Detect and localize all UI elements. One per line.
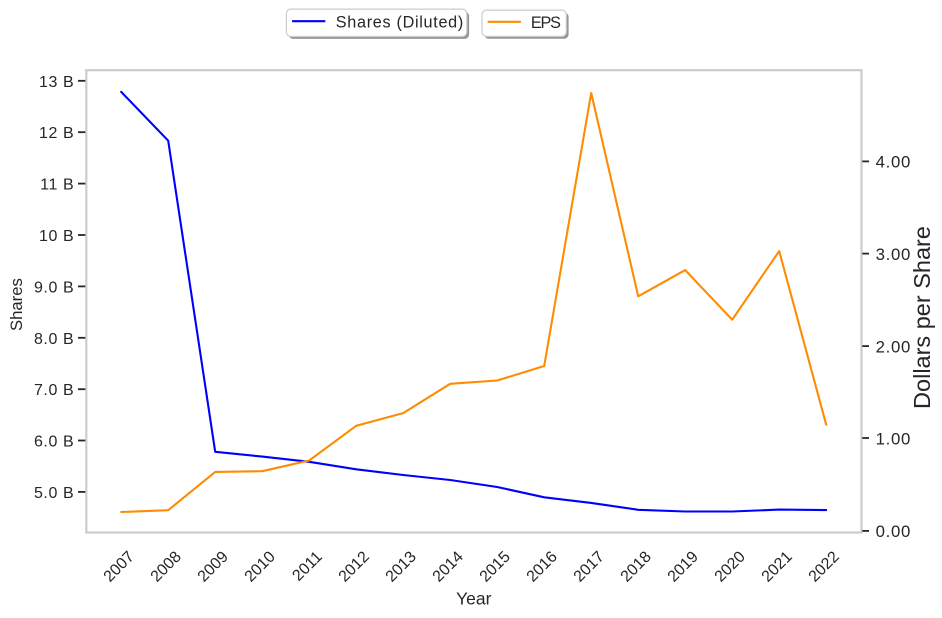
svg-text:9.0 B: 9.0 B — [34, 279, 74, 296]
svg-text:6.0 B: 6.0 B — [34, 434, 74, 451]
svg-text:11 B: 11 B — [40, 177, 74, 194]
svg-text:1.00: 1.00 — [876, 429, 911, 448]
svg-text:7.0 B: 7.0 B — [34, 382, 74, 399]
svg-text:2.00: 2.00 — [876, 337, 911, 356]
svg-text:Dollars per Share: Dollars per Share — [909, 226, 935, 409]
svg-text:Shares: Shares — [7, 278, 26, 331]
svg-text:8.0 B: 8.0 B — [34, 331, 74, 348]
svg-text:Year: Year — [456, 589, 492, 609]
svg-text:12 B: 12 B — [39, 125, 74, 142]
svg-text:10 B: 10 B — [39, 228, 74, 245]
svg-text:3.00: 3.00 — [876, 245, 911, 264]
svg-text:Shares (Diluted): Shares (Diluted) — [336, 14, 464, 32]
svg-text:5.0 B: 5.0 B — [34, 485, 74, 502]
svg-text:13 B: 13 B — [39, 74, 74, 91]
svg-text:0.00: 0.00 — [876, 522, 911, 541]
svg-text:EPS: EPS — [531, 14, 561, 32]
svg-text:4.00: 4.00 — [876, 153, 911, 172]
